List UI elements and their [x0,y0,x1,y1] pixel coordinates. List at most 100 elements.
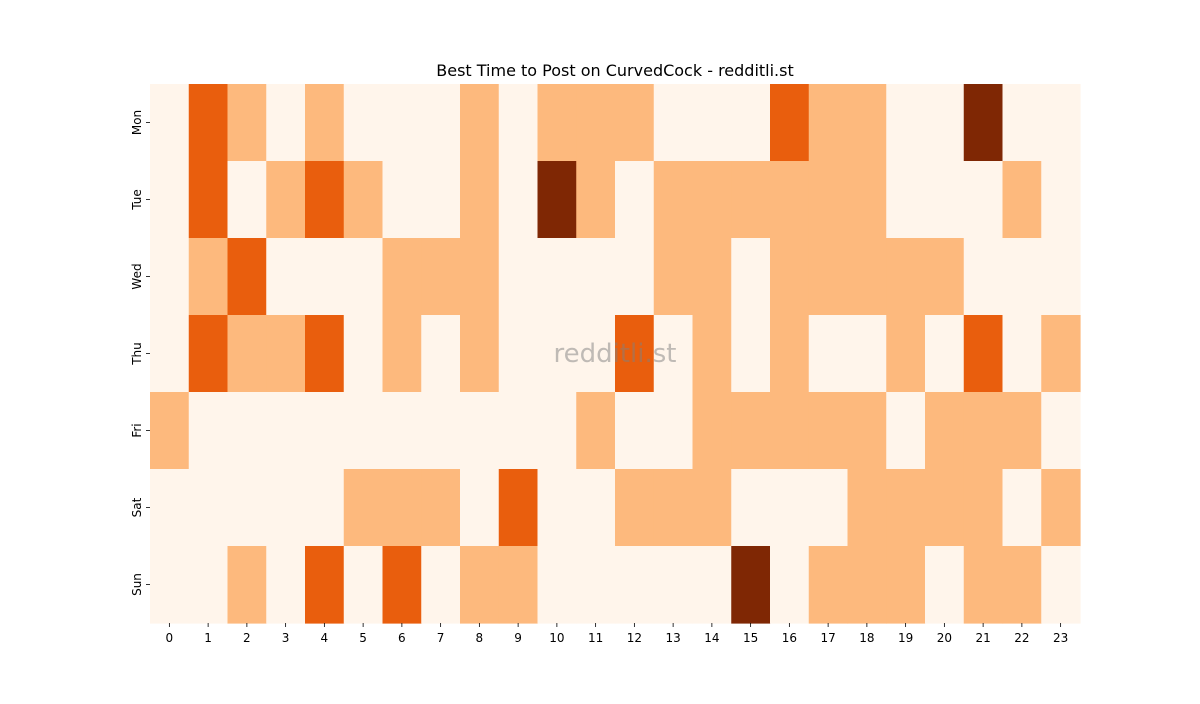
heatmap-cell-sun-18 [847,546,887,624]
heatmap-cell-mon-20 [925,84,965,162]
heatmap-cell-sun-3 [266,546,306,624]
heatmap-cell-thu-6 [382,315,422,393]
heatmap-cell-wed-15 [731,238,771,316]
heatmap-cell-fri-10 [537,392,577,470]
heatmap-cell-thu-5 [343,315,384,393]
heatmap-cell-tue-17 [808,161,849,239]
x-tick-label: 6 [398,631,406,645]
heatmap-cell-wed-13 [653,238,694,316]
heatmap-cell-thu-23 [1041,315,1081,393]
y-tick-label: Sun [130,573,144,596]
heatmap-cell-thu-21 [963,315,1004,393]
heatmap-cell-tue-4 [305,161,345,239]
heatmap-cell-fri-18 [847,392,887,470]
chart-title: Best Time to Post on CurvedCock - reddit… [436,61,794,80]
heatmap-cell-fri-6 [382,392,422,470]
y-tick-label: Mon [130,110,144,135]
heatmap-cell-sat-21 [963,469,1004,547]
heatmap-cell-fri-11 [576,392,616,470]
heatmap-cell-fri-0 [150,392,190,470]
heatmap-cell-mon-2 [227,84,267,162]
heatmap-cell-fri-3 [266,392,306,470]
heatmap-cell-sat-6 [382,469,422,547]
x-tick-label: 10 [549,631,564,645]
heatmap-cell-fri-19 [886,392,926,470]
heatmap-cell-wed-19 [886,238,926,316]
heatmap-cell-sun-7 [421,546,461,624]
heatmap-cell-sat-16 [770,469,810,547]
heatmap-cell-sat-0 [150,469,190,547]
heatmap-cell-fri-12 [615,392,655,470]
heatmap-cell-wed-17 [808,238,849,316]
heatmap-cell-wed-16 [770,238,810,316]
heatmap-cell-sat-15 [731,469,771,547]
heatmap-cell-sun-14 [692,546,732,624]
heatmap-cell-wed-5 [343,238,384,316]
x-tick-label: 11 [588,631,603,645]
heatmap-cell-fri-2 [227,392,267,470]
heatmap-cell-mon-13 [653,84,694,162]
heatmap-cell-fri-8 [460,392,500,470]
heatmap-cell-wed-3 [266,238,306,316]
heatmap-cell-thu-20 [925,315,965,393]
heatmap-cell-sat-10 [537,469,577,547]
heatmap-cell-wed-21 [963,238,1004,316]
heatmap-cell-mon-4 [305,84,345,162]
heatmap-cell-tue-12 [615,161,655,239]
heatmap-cell-mon-1 [188,84,229,162]
heatmap-cell-tue-11 [576,161,616,239]
heatmap-cell-sat-5 [343,469,384,547]
heatmap-cells [150,84,1081,624]
y-tick-label: Wed [130,263,144,289]
heatmap-cell-mon-19 [886,84,926,162]
heatmap-cell-tue-14 [692,161,732,239]
heatmap-cell-thu-4 [305,315,345,393]
heatmap-cell-wed-0 [150,238,190,316]
heatmap-cell-sat-17 [808,469,849,547]
heatmap-cell-sat-19 [886,469,926,547]
heatmap-cell-sat-3 [266,469,306,547]
heatmap-cell-fri-20 [925,392,965,470]
heatmap-cell-sun-19 [886,546,926,624]
heatmap-cell-fri-17 [808,392,849,470]
heatmap-cell-sat-2 [227,469,267,547]
heatmap-cell-thu-2 [227,315,267,393]
heatmap-cell-sun-10 [537,546,577,624]
heatmap-cell-fri-16 [770,392,810,470]
heatmap-cell-tue-10 [537,161,577,239]
heatmap-cell-sat-8 [460,469,500,547]
heatmap-cell-sat-9 [498,469,539,547]
heatmap-cell-mon-23 [1041,84,1081,162]
watermark-text: redditli.st [554,339,677,369]
heatmap-cell-sun-17 [808,546,849,624]
heatmap-cell-thu-17 [808,315,849,393]
heatmap-cell-mon-21 [963,84,1004,162]
heatmap-cell-thu-10 [537,315,577,393]
heatmap-cell-sun-22 [1002,546,1042,624]
heatmap-cell-mon-9 [498,84,539,162]
heatmap-cell-mon-12 [615,84,655,162]
x-tick-label: 2 [243,631,251,645]
x-tick-label: 17 [820,631,835,645]
heatmap-cell-sun-13 [653,546,694,624]
heatmap-cell-thu-13 [653,315,694,393]
heatmap-cell-tue-21 [963,161,1004,239]
heatmap-cell-tue-8 [460,161,500,239]
x-tick-label: 9 [514,631,522,645]
heatmap-cell-tue-23 [1041,161,1081,239]
heatmap-cell-sun-1 [188,546,229,624]
heatmap-cell-tue-18 [847,161,887,239]
heatmap-cell-tue-13 [653,161,694,239]
heatmap-cell-sun-23 [1041,546,1081,624]
heatmap-cell-tue-6 [382,161,422,239]
heatmap-cell-wed-11 [576,238,616,316]
x-tick-label: 7 [437,631,445,645]
heatmap-cell-sun-8 [460,546,500,624]
heatmap-cell-fri-23 [1041,392,1081,470]
heatmap-cell-wed-8 [460,238,500,316]
heatmap-cell-thu-1 [188,315,229,393]
heatmap-cell-sat-4 [305,469,345,547]
y-tick-label: Thu [130,342,144,366]
heatmap-cell-fri-9 [498,392,539,470]
heatmap-cell-sat-12 [615,469,655,547]
